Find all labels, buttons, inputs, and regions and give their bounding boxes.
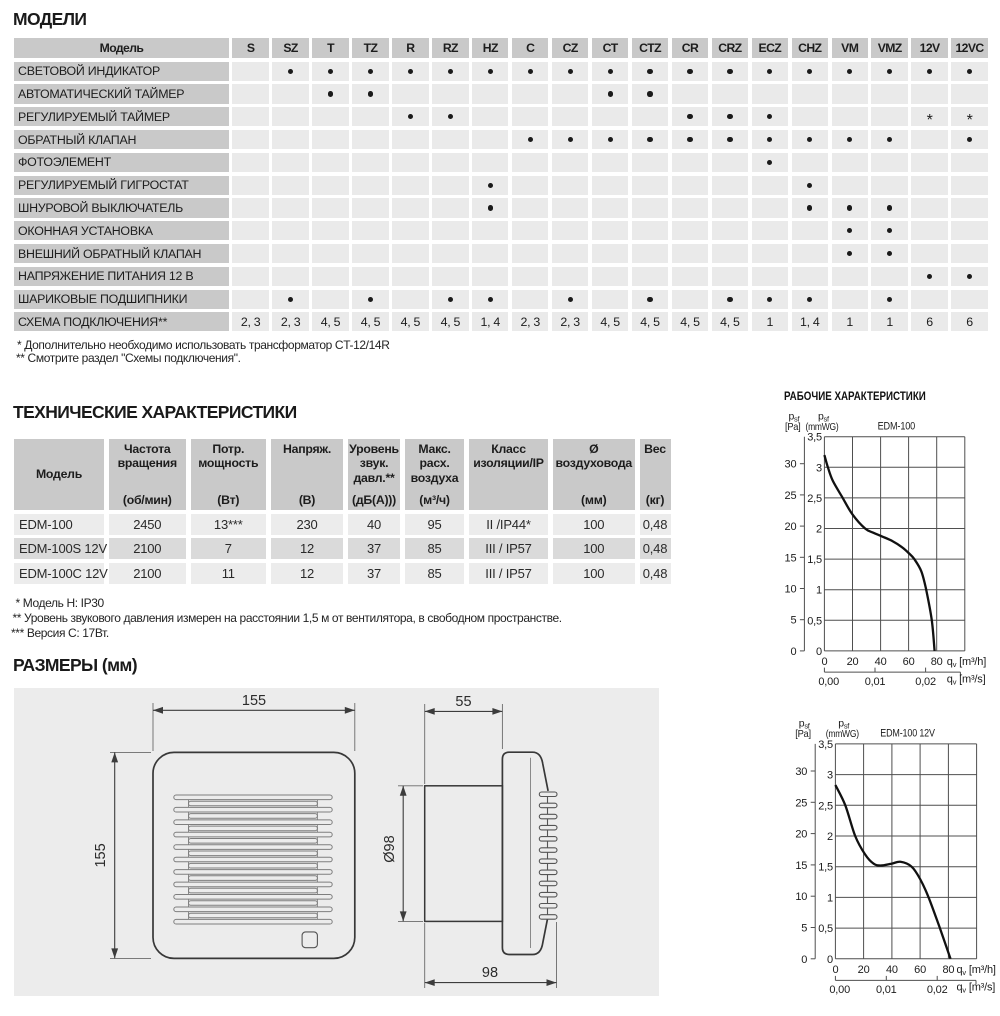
svg-text:1,5: 1,5 xyxy=(807,554,822,566)
svg-text:0,02: 0,02 xyxy=(915,676,936,688)
svg-text:0,00: 0,00 xyxy=(829,984,850,996)
svg-text:3,5: 3,5 xyxy=(818,739,833,751)
svg-text:0: 0 xyxy=(821,656,827,668)
svg-text:20: 20 xyxy=(847,656,859,668)
svg-text:3,5: 3,5 xyxy=(807,432,822,444)
svg-text:0: 0 xyxy=(832,964,838,976)
svg-text:10: 10 xyxy=(785,584,797,596)
svg-text:25: 25 xyxy=(785,490,797,502)
svg-text:155: 155 xyxy=(93,843,109,867)
svg-text:40: 40 xyxy=(875,656,887,668)
svg-text:0: 0 xyxy=(801,954,807,966)
svg-text:[Pa]: [Pa] xyxy=(795,728,811,740)
svg-text:qv [m³/s]: qv [m³/s] xyxy=(957,982,996,995)
svg-text:2: 2 xyxy=(816,524,822,536)
svg-text:25: 25 xyxy=(795,797,807,809)
svg-text:30: 30 xyxy=(785,459,797,471)
svg-text:0,5: 0,5 xyxy=(818,923,833,935)
svg-text:psf: psf xyxy=(818,411,830,424)
svg-text:20: 20 xyxy=(795,829,807,841)
svg-text:15: 15 xyxy=(785,552,797,564)
svg-text:2,5: 2,5 xyxy=(807,493,822,505)
svg-text:qv [m³/h]: qv [m³/h] xyxy=(947,656,986,669)
svg-text:[Pa]: [Pa] xyxy=(785,421,801,433)
svg-text:5: 5 xyxy=(790,615,796,627)
svg-text:40: 40 xyxy=(886,964,898,976)
svg-text:60: 60 xyxy=(914,964,926,976)
svg-text:EDM-100 12V: EDM-100 12V xyxy=(880,728,935,740)
svg-text:psf: psf xyxy=(838,718,850,731)
svg-text:0,5: 0,5 xyxy=(807,615,822,627)
svg-text:psf: psf xyxy=(789,411,801,424)
svg-text:0: 0 xyxy=(827,954,833,966)
svg-text:55: 55 xyxy=(455,694,471,710)
svg-text:20: 20 xyxy=(785,521,797,533)
svg-text:0,00: 0,00 xyxy=(818,676,839,688)
svg-text:0,01: 0,01 xyxy=(865,676,886,688)
svg-text:15: 15 xyxy=(795,860,807,872)
svg-text:(mmWG): (mmWG) xyxy=(806,421,839,433)
svg-text:155: 155 xyxy=(242,693,266,709)
svg-text:5: 5 xyxy=(801,923,807,935)
svg-text:1: 1 xyxy=(827,892,833,904)
svg-text:Ø98: Ø98 xyxy=(382,835,398,862)
svg-text:3: 3 xyxy=(827,770,833,782)
svg-text:psf: psf xyxy=(799,718,811,731)
svg-text:10: 10 xyxy=(795,891,807,903)
svg-text:qv [m³/h]: qv [m³/h] xyxy=(957,964,996,977)
svg-text:0,02: 0,02 xyxy=(927,984,948,996)
svg-text:0: 0 xyxy=(790,646,796,658)
svg-text:(mmWG): (mmWG) xyxy=(826,728,859,740)
svg-text:80: 80 xyxy=(931,656,943,668)
svg-text:80: 80 xyxy=(942,964,954,976)
svg-text:20: 20 xyxy=(858,964,870,976)
svg-text:30: 30 xyxy=(795,766,807,778)
svg-text:0,01: 0,01 xyxy=(876,984,897,996)
svg-text:2: 2 xyxy=(827,831,833,843)
svg-text:2,5: 2,5 xyxy=(818,800,833,812)
svg-text:qv [m³/s]: qv [m³/s] xyxy=(947,674,986,687)
svg-text:1,5: 1,5 xyxy=(818,862,833,874)
svg-text:60: 60 xyxy=(903,656,915,668)
svg-text:EDM-100: EDM-100 xyxy=(878,421,916,433)
svg-text:1: 1 xyxy=(816,585,822,597)
svg-text:3: 3 xyxy=(816,462,822,474)
svg-text:0: 0 xyxy=(816,646,822,658)
svg-text:98: 98 xyxy=(482,965,498,981)
